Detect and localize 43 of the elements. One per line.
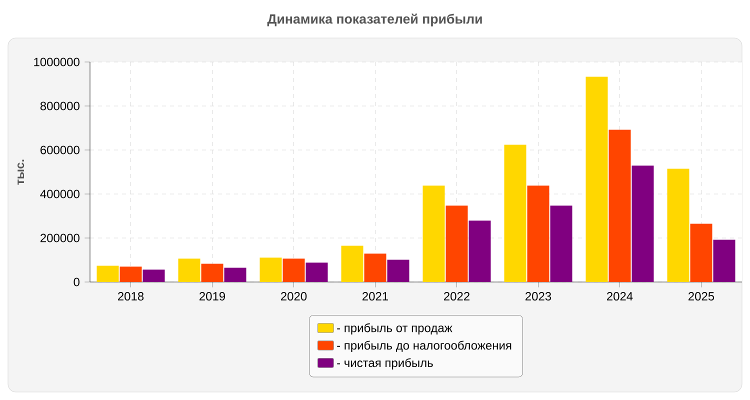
bar: [586, 76, 608, 282]
bar: [341, 246, 364, 282]
bar: [527, 186, 550, 282]
y-tick-label: 1000000: [34, 58, 80, 66]
bar: [550, 206, 572, 282]
bar: [446, 206, 468, 282]
bar: [96, 266, 119, 282]
legend-label: - прибыль до налогообложения: [337, 340, 512, 352]
bar: [632, 166, 654, 282]
bar: [690, 224, 712, 282]
bar: [667, 168, 690, 282]
y-tick-label: 0: [74, 278, 80, 286]
x-tick-label: 2019: [200, 292, 226, 301]
bar: [120, 266, 142, 282]
x-tick-label: 2021: [362, 292, 388, 301]
bar: [504, 144, 526, 282]
bar: [364, 254, 386, 282]
x-tick-label: 2020: [281, 292, 307, 301]
x-tick-label: 2022: [444, 292, 470, 301]
bar: [142, 270, 165, 282]
x-tick-label: 2018: [118, 292, 144, 301]
legend-label: - чистая прибыль: [337, 358, 433, 370]
y-tick-label: 800000: [40, 102, 80, 110]
bar: [306, 262, 328, 282]
bar: [468, 220, 491, 282]
x-tick-label: 2024: [607, 292, 633, 301]
x-tick-label: 2025: [688, 292, 714, 301]
bar: [178, 258, 200, 282]
bar: [260, 258, 282, 282]
y-axis-title: тыс.: [18, 160, 24, 185]
y-tick-label: 200000: [40, 234, 80, 242]
bar: [201, 264, 224, 282]
y-tick-label: 600000: [40, 146, 80, 154]
chart-title: Динамика показателей прибыли: [267, 14, 482, 26]
bar: [713, 240, 736, 282]
bar: [282, 258, 305, 282]
y-tick-label: 400000: [40, 190, 80, 198]
bar: [224, 268, 246, 282]
bar: [422, 186, 445, 282]
bar: [608, 130, 631, 282]
legend-label: - прибыль от продаж: [337, 323, 452, 335]
bar: [387, 260, 410, 282]
x-tick-label: 2023: [526, 292, 552, 301]
